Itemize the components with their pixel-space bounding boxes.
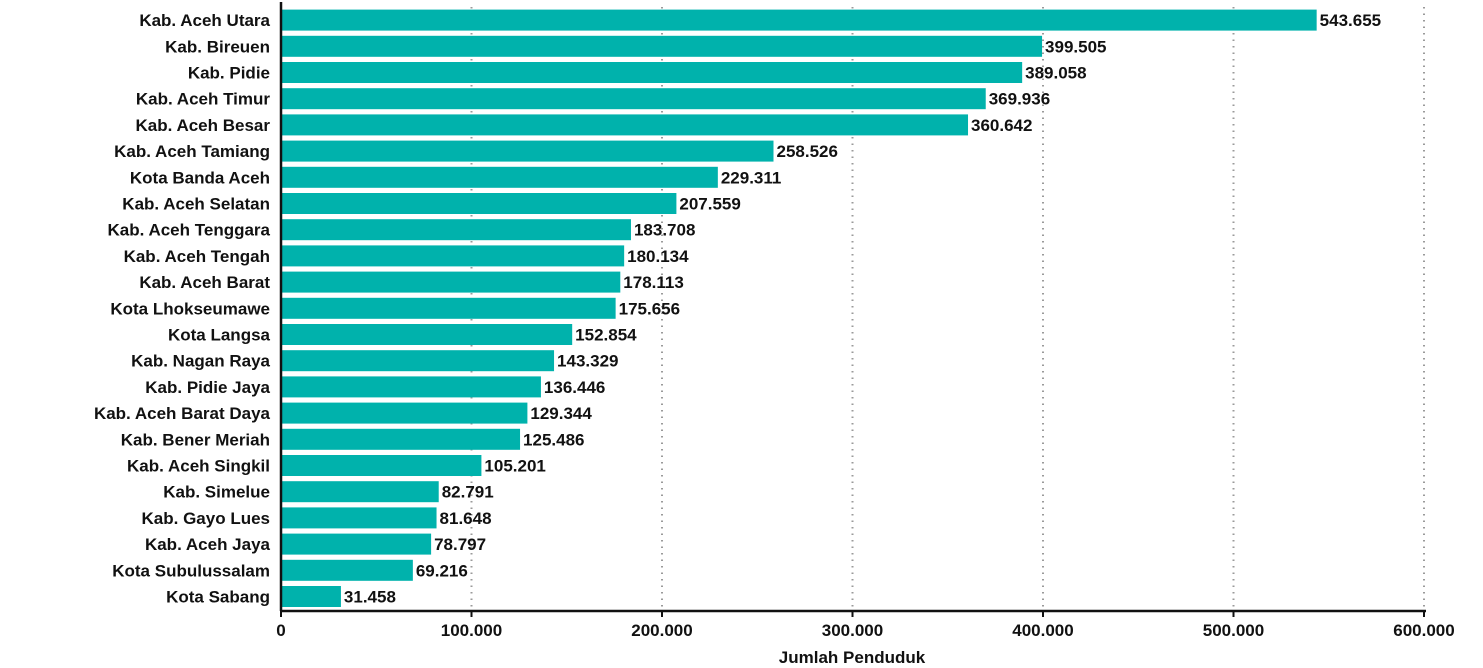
value-label-8: 183.708 xyxy=(634,221,695,240)
value-label-0: 543.655 xyxy=(1320,11,1381,30)
category-label-21: Kota Subulussalam xyxy=(112,561,270,580)
category-label-9: Kab. Aceh Tengah xyxy=(124,247,270,266)
value-label-16: 125.486 xyxy=(523,430,584,449)
value-label-15: 129.344 xyxy=(530,404,592,423)
bar-18 xyxy=(281,481,439,502)
category-label-20: Kab. Aceh Jaya xyxy=(145,535,271,554)
bar-15 xyxy=(281,403,527,424)
x-tick-label-3: 300.000 xyxy=(822,621,883,640)
category-label-22: Kota Sabang xyxy=(166,588,270,607)
bar-5 xyxy=(281,141,773,162)
category-label-16: Kab. Bener Meriah xyxy=(121,430,270,449)
bar-16 xyxy=(281,429,520,450)
category-label-3: Kab. Aceh Timur xyxy=(136,90,271,109)
bar-3 xyxy=(281,88,986,109)
value-label-20: 78.797 xyxy=(434,535,486,554)
category-label-2: Kab. Pidie xyxy=(188,64,270,83)
category-label-1: Kab. Bireuen xyxy=(165,37,270,56)
value-label-19: 81.648 xyxy=(440,509,492,528)
value-label-22: 31.458 xyxy=(344,588,396,607)
bar-20 xyxy=(281,534,431,555)
x-tick-label-4: 400.000 xyxy=(1012,621,1073,640)
bar-10 xyxy=(281,272,620,293)
bars xyxy=(281,10,1317,607)
value-label-11: 175.656 xyxy=(619,299,680,318)
x-tick-label-1: 100.000 xyxy=(441,621,502,640)
x-tick-label-6: 600.000 xyxy=(1393,621,1454,640)
category-label-7: Kab. Aceh Selatan xyxy=(122,195,270,214)
bar-7 xyxy=(281,193,676,214)
category-label-13: Kab. Nagan Raya xyxy=(131,352,270,371)
bar-2 xyxy=(281,62,1022,83)
bar-22 xyxy=(281,586,341,607)
bar-8 xyxy=(281,219,631,240)
category-label-4: Kab. Aceh Besar xyxy=(136,116,271,135)
value-label-1: 399.505 xyxy=(1045,37,1106,56)
value-label-9: 180.134 xyxy=(627,247,689,266)
value-label-3: 369.936 xyxy=(989,90,1050,109)
category-label-11: Kota Lhokseumawe xyxy=(110,299,270,318)
category-label-19: Kab. Gayo Lues xyxy=(142,509,270,528)
value-label-5: 258.526 xyxy=(776,142,837,161)
bar-9 xyxy=(281,245,624,266)
category-label-8: Kab. Aceh Tenggara xyxy=(108,221,271,240)
bar-12 xyxy=(281,324,572,345)
value-label-18: 82.791 xyxy=(442,483,494,502)
bar-11 xyxy=(281,298,616,319)
bar-13 xyxy=(281,350,554,371)
value-label-13: 143.329 xyxy=(557,352,618,371)
value-label-12: 152.854 xyxy=(575,326,637,345)
category-labels: Kab. Aceh Utara Kab. Bireuen Kab. Pidie Kab… xyxy=(94,11,271,606)
bar-17 xyxy=(281,455,481,476)
bar-14 xyxy=(281,376,541,397)
x-axis-title: Jumlah Penduduk xyxy=(779,648,926,667)
category-label-15: Kab. Aceh Barat Daya xyxy=(94,404,271,423)
bar-4 xyxy=(281,114,968,135)
bar-1 xyxy=(281,36,1042,57)
value-label-21: 69.216 xyxy=(416,561,468,580)
bar-0 xyxy=(281,10,1317,31)
value-label-2: 389.058 xyxy=(1025,64,1086,83)
category-label-18: Kab. Simelue xyxy=(163,483,270,502)
category-label-0: Kab. Aceh Utara xyxy=(139,11,270,30)
value-label-10: 178.113 xyxy=(623,273,684,292)
bar-21 xyxy=(281,560,413,581)
value-label-17: 105.201 xyxy=(484,457,545,476)
bar-19 xyxy=(281,507,437,528)
value-label-4: 360.642 xyxy=(971,116,1032,135)
value-label-7: 207.559 xyxy=(679,195,740,214)
category-label-12: Kota Langsa xyxy=(168,326,271,345)
x-tick-label-0: 0 xyxy=(276,621,285,640)
value-label-6: 229.311 xyxy=(721,168,782,187)
category-label-5: Kab. Aceh Tamiang xyxy=(114,142,270,161)
x-tick-label-5: 500.000 xyxy=(1203,621,1264,640)
x-tick-labels: 0 100.000 200.000 300.000 400.000 500.000 600.… xyxy=(276,621,1454,640)
category-label-6: Kota Banda Aceh xyxy=(130,168,270,187)
bar-6 xyxy=(281,167,718,188)
value-label-14: 136.446 xyxy=(544,378,605,397)
category-label-17: Kab. Aceh Singkil xyxy=(127,457,270,476)
category-label-10: Kab. Aceh Barat xyxy=(139,273,270,292)
category-label-14: Kab. Pidie Jaya xyxy=(145,378,270,397)
x-tick-label-2: 200.000 xyxy=(631,621,692,640)
